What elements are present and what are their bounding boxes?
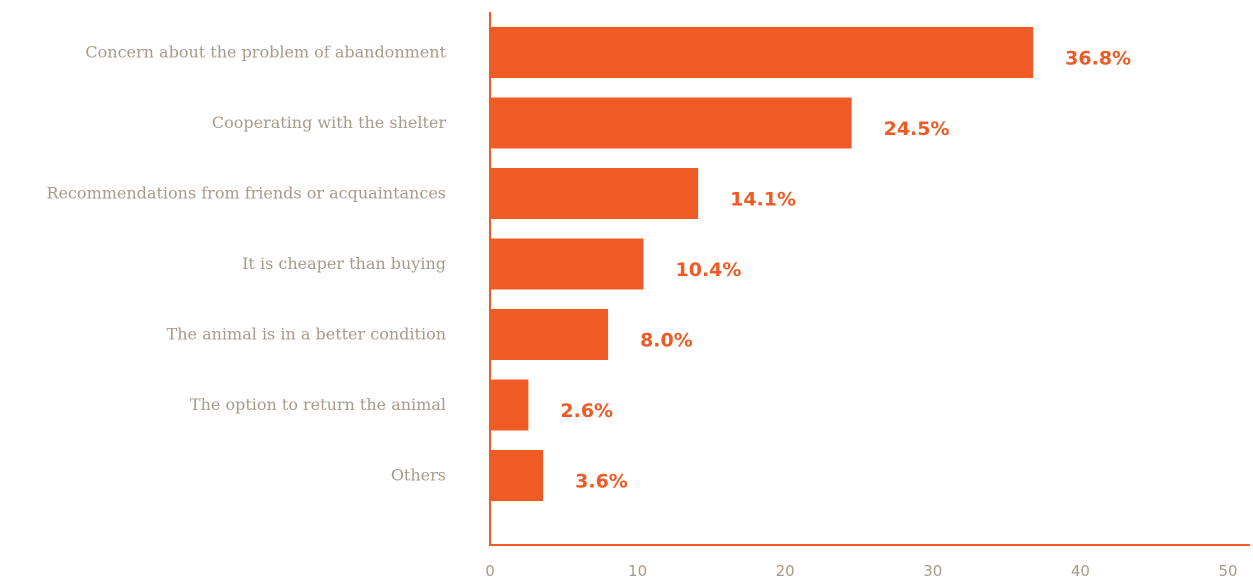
category-label: Concern about the problem of abandonment [85,43,446,62]
category-label: Cooperating with the shelter [212,113,447,132]
value-label: 8.0% [640,330,693,352]
x-tick-label: 50 [1218,562,1237,580]
bar [490,27,1034,78]
bar [490,309,609,360]
category-labels: Concern about the problem of abandonment… [46,43,446,485]
category-label: Recommendations from friends or acquaint… [46,184,446,203]
x-tick-label: 20 [776,562,795,580]
bar [490,238,644,290]
x-tick-label: 10 [628,562,647,580]
x-axis-ticks: 0 10 20 30 40 50 [485,562,1237,580]
value-label: 24.5% [884,118,950,140]
value-label: 10.4% [676,259,742,281]
value-label: 3.6% [575,471,628,493]
x-tick-label: 40 [1071,562,1090,580]
bar [490,97,852,149]
bar [490,379,529,431]
category-label: Others [391,466,446,485]
value-labels: 36.8% 24.5% 14.1% 10.4% 8.0% 2.6% 3.6% [560,48,1131,493]
bar [490,450,544,501]
category-label: The animal is in a better condition [167,325,446,344]
category-label: The option to return the animal [190,395,446,414]
value-label: 14.1% [730,189,796,211]
bars-group [490,27,1034,501]
value-label: 36.8% [1065,48,1131,70]
category-label: It is cheaper than buying [242,254,446,273]
x-tick-label: 0 [485,562,495,580]
value-label: 2.6% [560,400,613,422]
x-tick-label: 30 [923,562,942,580]
bar [490,168,699,219]
